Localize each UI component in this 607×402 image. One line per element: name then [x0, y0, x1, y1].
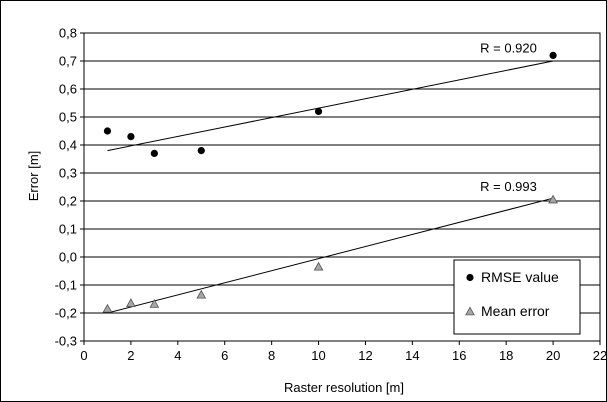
legend-items: RMSE value Mean error — [465, 269, 559, 319]
x-tick-label: 8 — [268, 348, 275, 363]
y-tick-label: -0,3 — [55, 334, 77, 349]
x-axis-ticks: 0 2 4 6 8 10 12 14 16 18 20 22 — [80, 341, 607, 363]
x-tick-label: 12 — [358, 348, 372, 363]
y-tick-label: 0,1 — [59, 222, 77, 237]
data-point-mean-error — [126, 298, 136, 307]
annotation-r-value: R = 0.993 — [480, 179, 537, 194]
data-point-mean-error — [196, 289, 207, 299]
trendline-mean-error — [107, 197, 554, 314]
x-tick-label: 14 — [405, 348, 419, 363]
x-tick-label: 16 — [452, 348, 466, 363]
y-tick-label: 0,6 — [59, 82, 77, 97]
legend-label: RMSE value — [481, 269, 559, 285]
x-tick-label: 6 — [221, 348, 228, 363]
x-tick-label: 0 — [80, 348, 87, 363]
annotations: R = 0.920 R = 0.993 — [480, 41, 537, 195]
data-point-mean-error — [102, 303, 113, 313]
data-point-rmse — [150, 149, 158, 157]
data-point-mean-error — [313, 261, 324, 271]
trendlines — [107, 60, 554, 314]
y-tick-label: 0,3 — [59, 166, 77, 181]
trendline-rmse — [107, 60, 554, 152]
legend: RMSE value Mean error — [453, 259, 581, 335]
x-axis-title: Raster resolution [m] — [284, 380, 404, 395]
y-tick-label: -0,1 — [55, 278, 77, 293]
x-tick-label: 22 — [593, 348, 607, 363]
data-point-rmse — [103, 127, 112, 135]
y-tick-label: 0,7 — [59, 54, 77, 69]
data-point-mean-error — [548, 194, 558, 204]
data-points — [102, 51, 558, 313]
x-tick-label: 18 — [499, 348, 513, 363]
y-tick-label: 0,4 — [59, 138, 77, 153]
legend-box — [453, 259, 581, 335]
y-tick-label: 0,2 — [59, 194, 77, 209]
data-point-rmse — [127, 133, 135, 141]
y-axis-ticks: -0,3 -0,2 -0,1 0,0 0,1 0,2 0,3 0,4 0,5 0,6 0,7 0,8 — [55, 26, 84, 349]
x-tick-label: 20 — [546, 348, 560, 363]
x-tick-label: 10 — [311, 348, 325, 363]
legend-marker-mean-error — [465, 306, 475, 316]
y-tick-label: -0,2 — [55, 306, 77, 321]
annotation-r-value: R = 0.920 — [480, 41, 537, 56]
x-tick-label: 4 — [174, 348, 181, 363]
legend-label: Mean error — [481, 303, 550, 319]
data-point-rmse — [314, 107, 323, 115]
data-point-rmse — [197, 147, 205, 155]
x-tick-label: 2 — [127, 348, 134, 363]
legend-marker-rmse — [466, 273, 474, 282]
y-axis-title: Error [m] — [26, 151, 41, 202]
y-tick-label: 0,5 — [59, 110, 77, 125]
data-point-rmse — [549, 51, 557, 60]
data-point-mean-error — [149, 299, 160, 308]
y-tick-label: 0,0 — [59, 250, 77, 265]
y-tick-label: 0,8 — [59, 26, 77, 41]
gridlines — [84, 60, 600, 314]
